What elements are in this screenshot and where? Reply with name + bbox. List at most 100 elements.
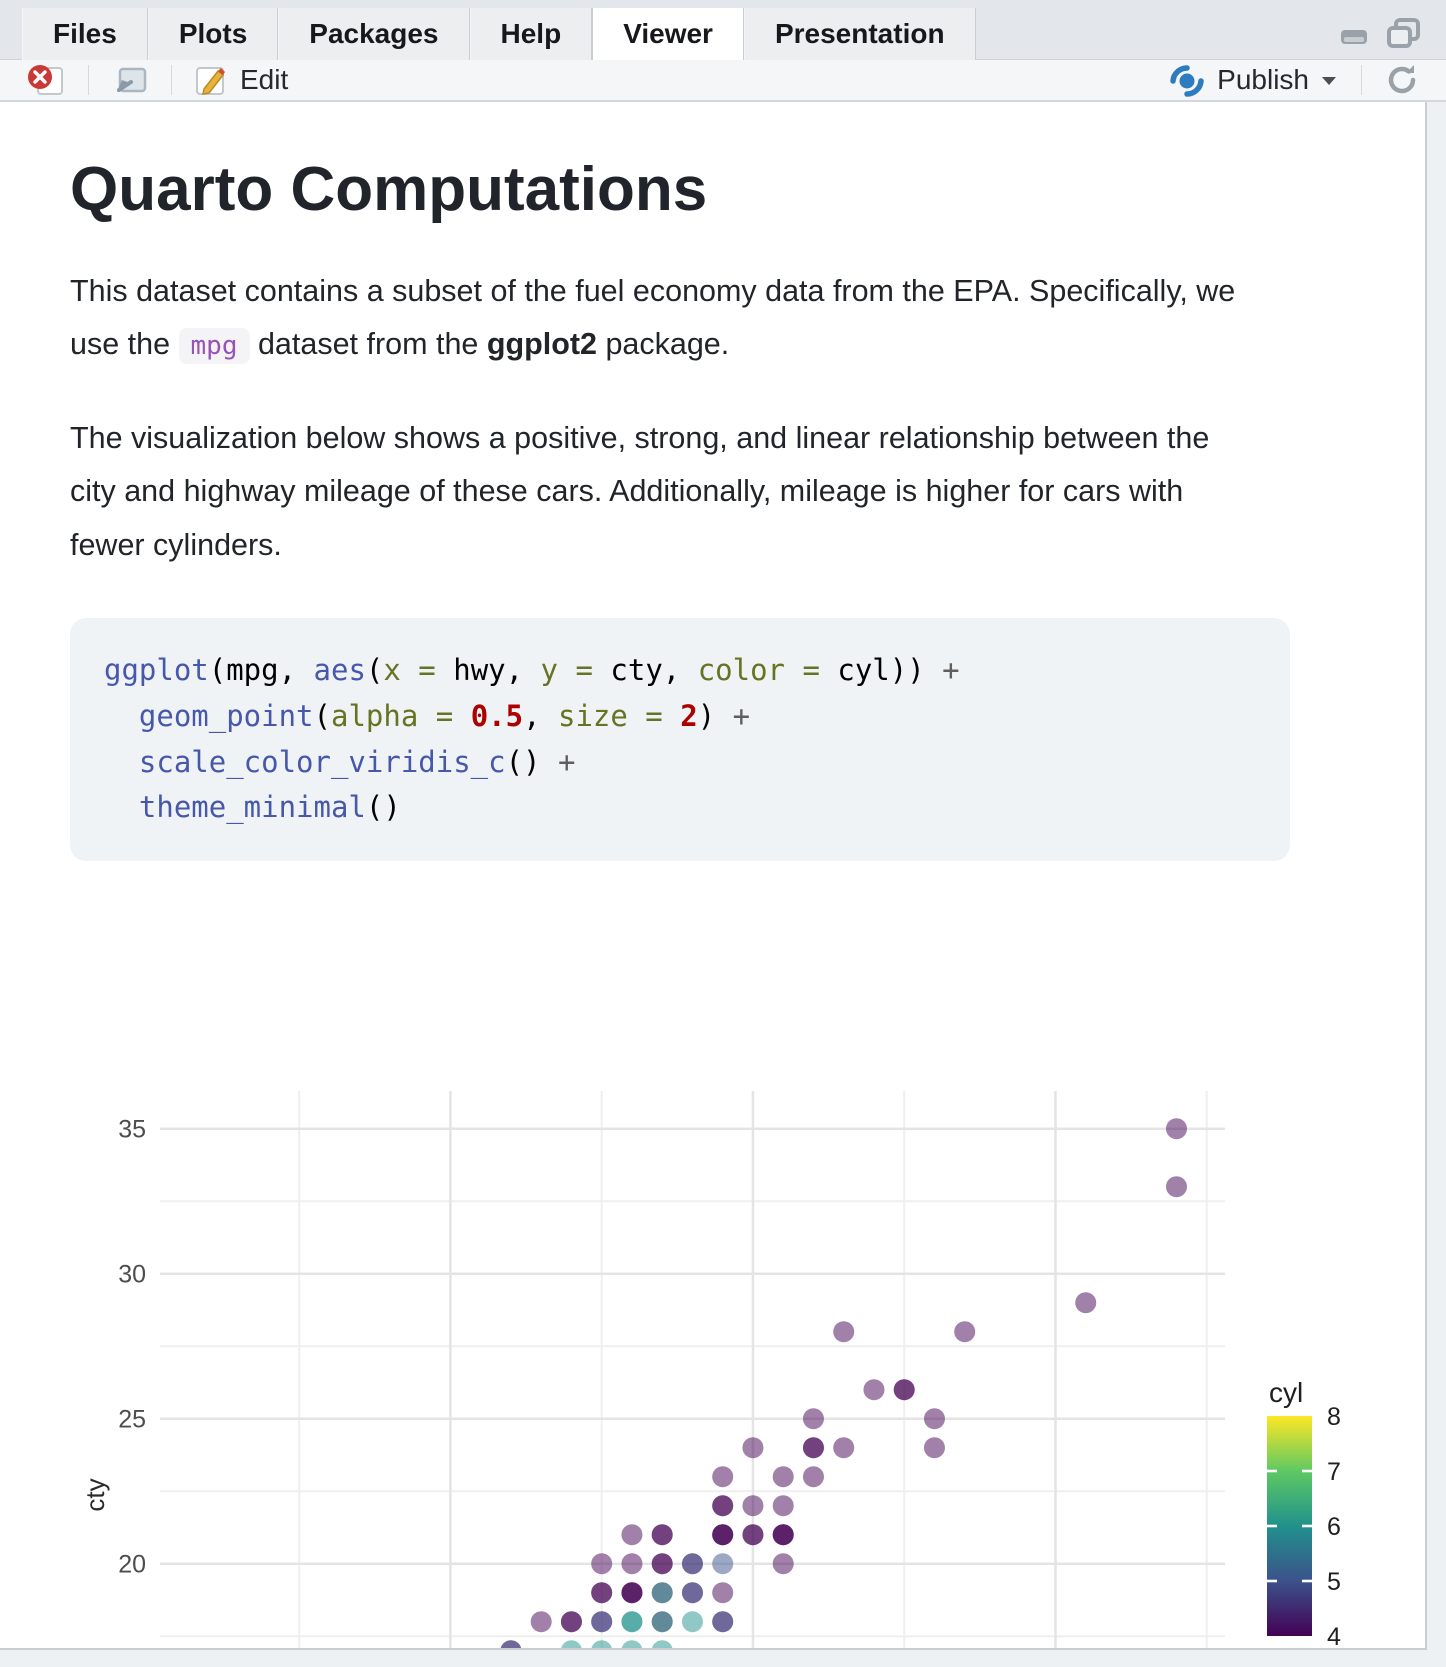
page-title: Quarto Computations <box>70 155 708 224</box>
data-point <box>681 1553 703 1575</box>
data-point <box>591 1611 613 1633</box>
data-point <box>863 1379 885 1401</box>
publish-icon <box>1170 65 1204 97</box>
plain-text: dataset from the <box>249 327 487 362</box>
plain-text: package. <box>596 327 730 362</box>
data-point <box>742 1524 764 1546</box>
data-point <box>561 1640 582 1648</box>
y-axis-title: cty <box>80 1478 110 1511</box>
data-point <box>621 1582 643 1604</box>
data-point <box>923 1437 945 1459</box>
toolbar-separator <box>1361 65 1362 95</box>
tab-files[interactable]: Files <box>22 8 148 60</box>
data-point <box>1075 1292 1097 1314</box>
legend-tick-label: 6 <box>1327 1513 1341 1541</box>
paragraph-description: The visualization below shows a positive… <box>70 420 1210 562</box>
stop-icon <box>28 65 63 95</box>
data-point <box>621 1553 643 1575</box>
tab-plots[interactable]: Plots <box>147 8 279 60</box>
window-controls <box>1338 16 1422 50</box>
data-point <box>651 1582 673 1604</box>
edit-label: Edit <box>240 64 289 95</box>
data-point <box>1165 1118 1187 1140</box>
data-point <box>802 1437 824 1459</box>
data-point <box>621 1611 643 1633</box>
data-point <box>652 1640 673 1648</box>
restore-icon[interactable] <box>1386 16 1422 50</box>
data-point <box>591 1640 612 1648</box>
data-point <box>833 1321 855 1343</box>
scatter-plot-svg: 3530252015ctycyl87654 <box>80 1091 1341 1650</box>
data-point <box>560 1611 582 1633</box>
data-point <box>833 1437 855 1459</box>
data-point <box>591 1553 613 1575</box>
data-point <box>802 1466 824 1488</box>
code-block[interactable]: ggplot(mpg, aes(x = hwy, y = cty, color … <box>70 617 1290 862</box>
data-point <box>742 1495 764 1517</box>
edit-button[interactable]: Edit <box>186 61 296 99</box>
inline-code: mpg <box>178 328 250 365</box>
data-point <box>954 1321 976 1343</box>
legend-title: cyl <box>1269 1377 1303 1408</box>
viewer-toolbar: Edit Publish <box>0 60 1446 102</box>
data-point <box>712 1611 734 1633</box>
tab-presentation[interactable]: Presentation <box>743 8 976 60</box>
publish-label: Publish <box>1217 64 1309 95</box>
open-in-new-window-icon <box>117 67 147 93</box>
pane-tab-bar: Files Plots Packages Help Viewer Presentation <box>0 0 1446 60</box>
data-point <box>893 1379 915 1401</box>
toolbar-separator <box>171 65 172 95</box>
y-tick-label: 30 <box>118 1261 146 1289</box>
bold-text: ggplot2 <box>486 327 597 362</box>
data-point <box>621 1524 643 1546</box>
data-point <box>500 1640 522 1648</box>
y-tick-label: 25 <box>118 1406 146 1434</box>
data-point <box>772 1466 794 1488</box>
data-point <box>651 1553 673 1575</box>
scatter-plot: 3530252015ctycyl87654 <box>80 1084 1370 1650</box>
data-point <box>742 1437 764 1459</box>
tab-packages[interactable]: Packages <box>278 8 470 60</box>
minimize-icon[interactable] <box>1338 16 1372 50</box>
data-point <box>923 1408 945 1430</box>
refresh-button[interactable] <box>1376 60 1428 100</box>
data-point <box>651 1611 673 1633</box>
quarto-document: Quarto Computations This dataset contain… <box>0 154 1425 1650</box>
dropdown-caret-icon <box>1322 77 1336 85</box>
publish-button[interactable]: Publish <box>1159 60 1347 100</box>
data-point <box>621 1640 643 1648</box>
data-point <box>591 1582 613 1604</box>
data-point <box>681 1582 703 1604</box>
legend-tick-label: 4 <box>1327 1623 1341 1650</box>
data-point <box>712 1524 734 1546</box>
toolbar-separator <box>88 65 89 95</box>
data-point <box>712 1553 734 1575</box>
legend-tick-label: 5 <box>1327 1568 1341 1596</box>
open-in-new-window-button[interactable] <box>103 61 157 99</box>
data-point <box>772 1553 794 1575</box>
data-point <box>712 1495 734 1517</box>
data-point <box>1165 1176 1187 1198</box>
tab-viewer[interactable]: Viewer <box>592 8 744 60</box>
tab-help[interactable]: Help <box>469 8 593 60</box>
tab-list: Files Plots Packages Help Viewer Presentation <box>22 8 1446 60</box>
viewer-content: Quarto Computations This dataset contain… <box>0 102 1427 1650</box>
data-point <box>772 1524 794 1546</box>
refresh-icon <box>1388 65 1416 94</box>
plain-text: This dataset contains a subset of the fu… <box>70 274 1236 362</box>
legend-tick-label: 8 <box>1327 1403 1341 1431</box>
paragraph-intro: This dataset contains a subset of the fu… <box>70 265 1255 372</box>
data-point <box>712 1582 734 1604</box>
y-tick-label: 35 <box>118 1116 146 1144</box>
edit-pencil-icon <box>196 67 225 95</box>
data-point <box>651 1524 673 1546</box>
data-point <box>802 1408 824 1430</box>
stop-button[interactable] <box>18 61 74 99</box>
y-tick-label: 20 <box>118 1551 146 1579</box>
data-point <box>681 1611 703 1633</box>
data-point <box>772 1495 794 1517</box>
legend-tick-label: 7 <box>1327 1458 1341 1486</box>
data-point <box>712 1466 734 1488</box>
data-point <box>530 1611 552 1633</box>
